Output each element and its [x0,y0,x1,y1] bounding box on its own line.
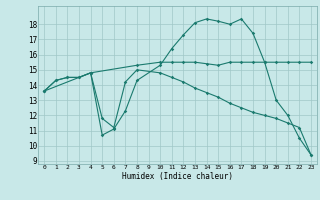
X-axis label: Humidex (Indice chaleur): Humidex (Indice chaleur) [122,172,233,181]
